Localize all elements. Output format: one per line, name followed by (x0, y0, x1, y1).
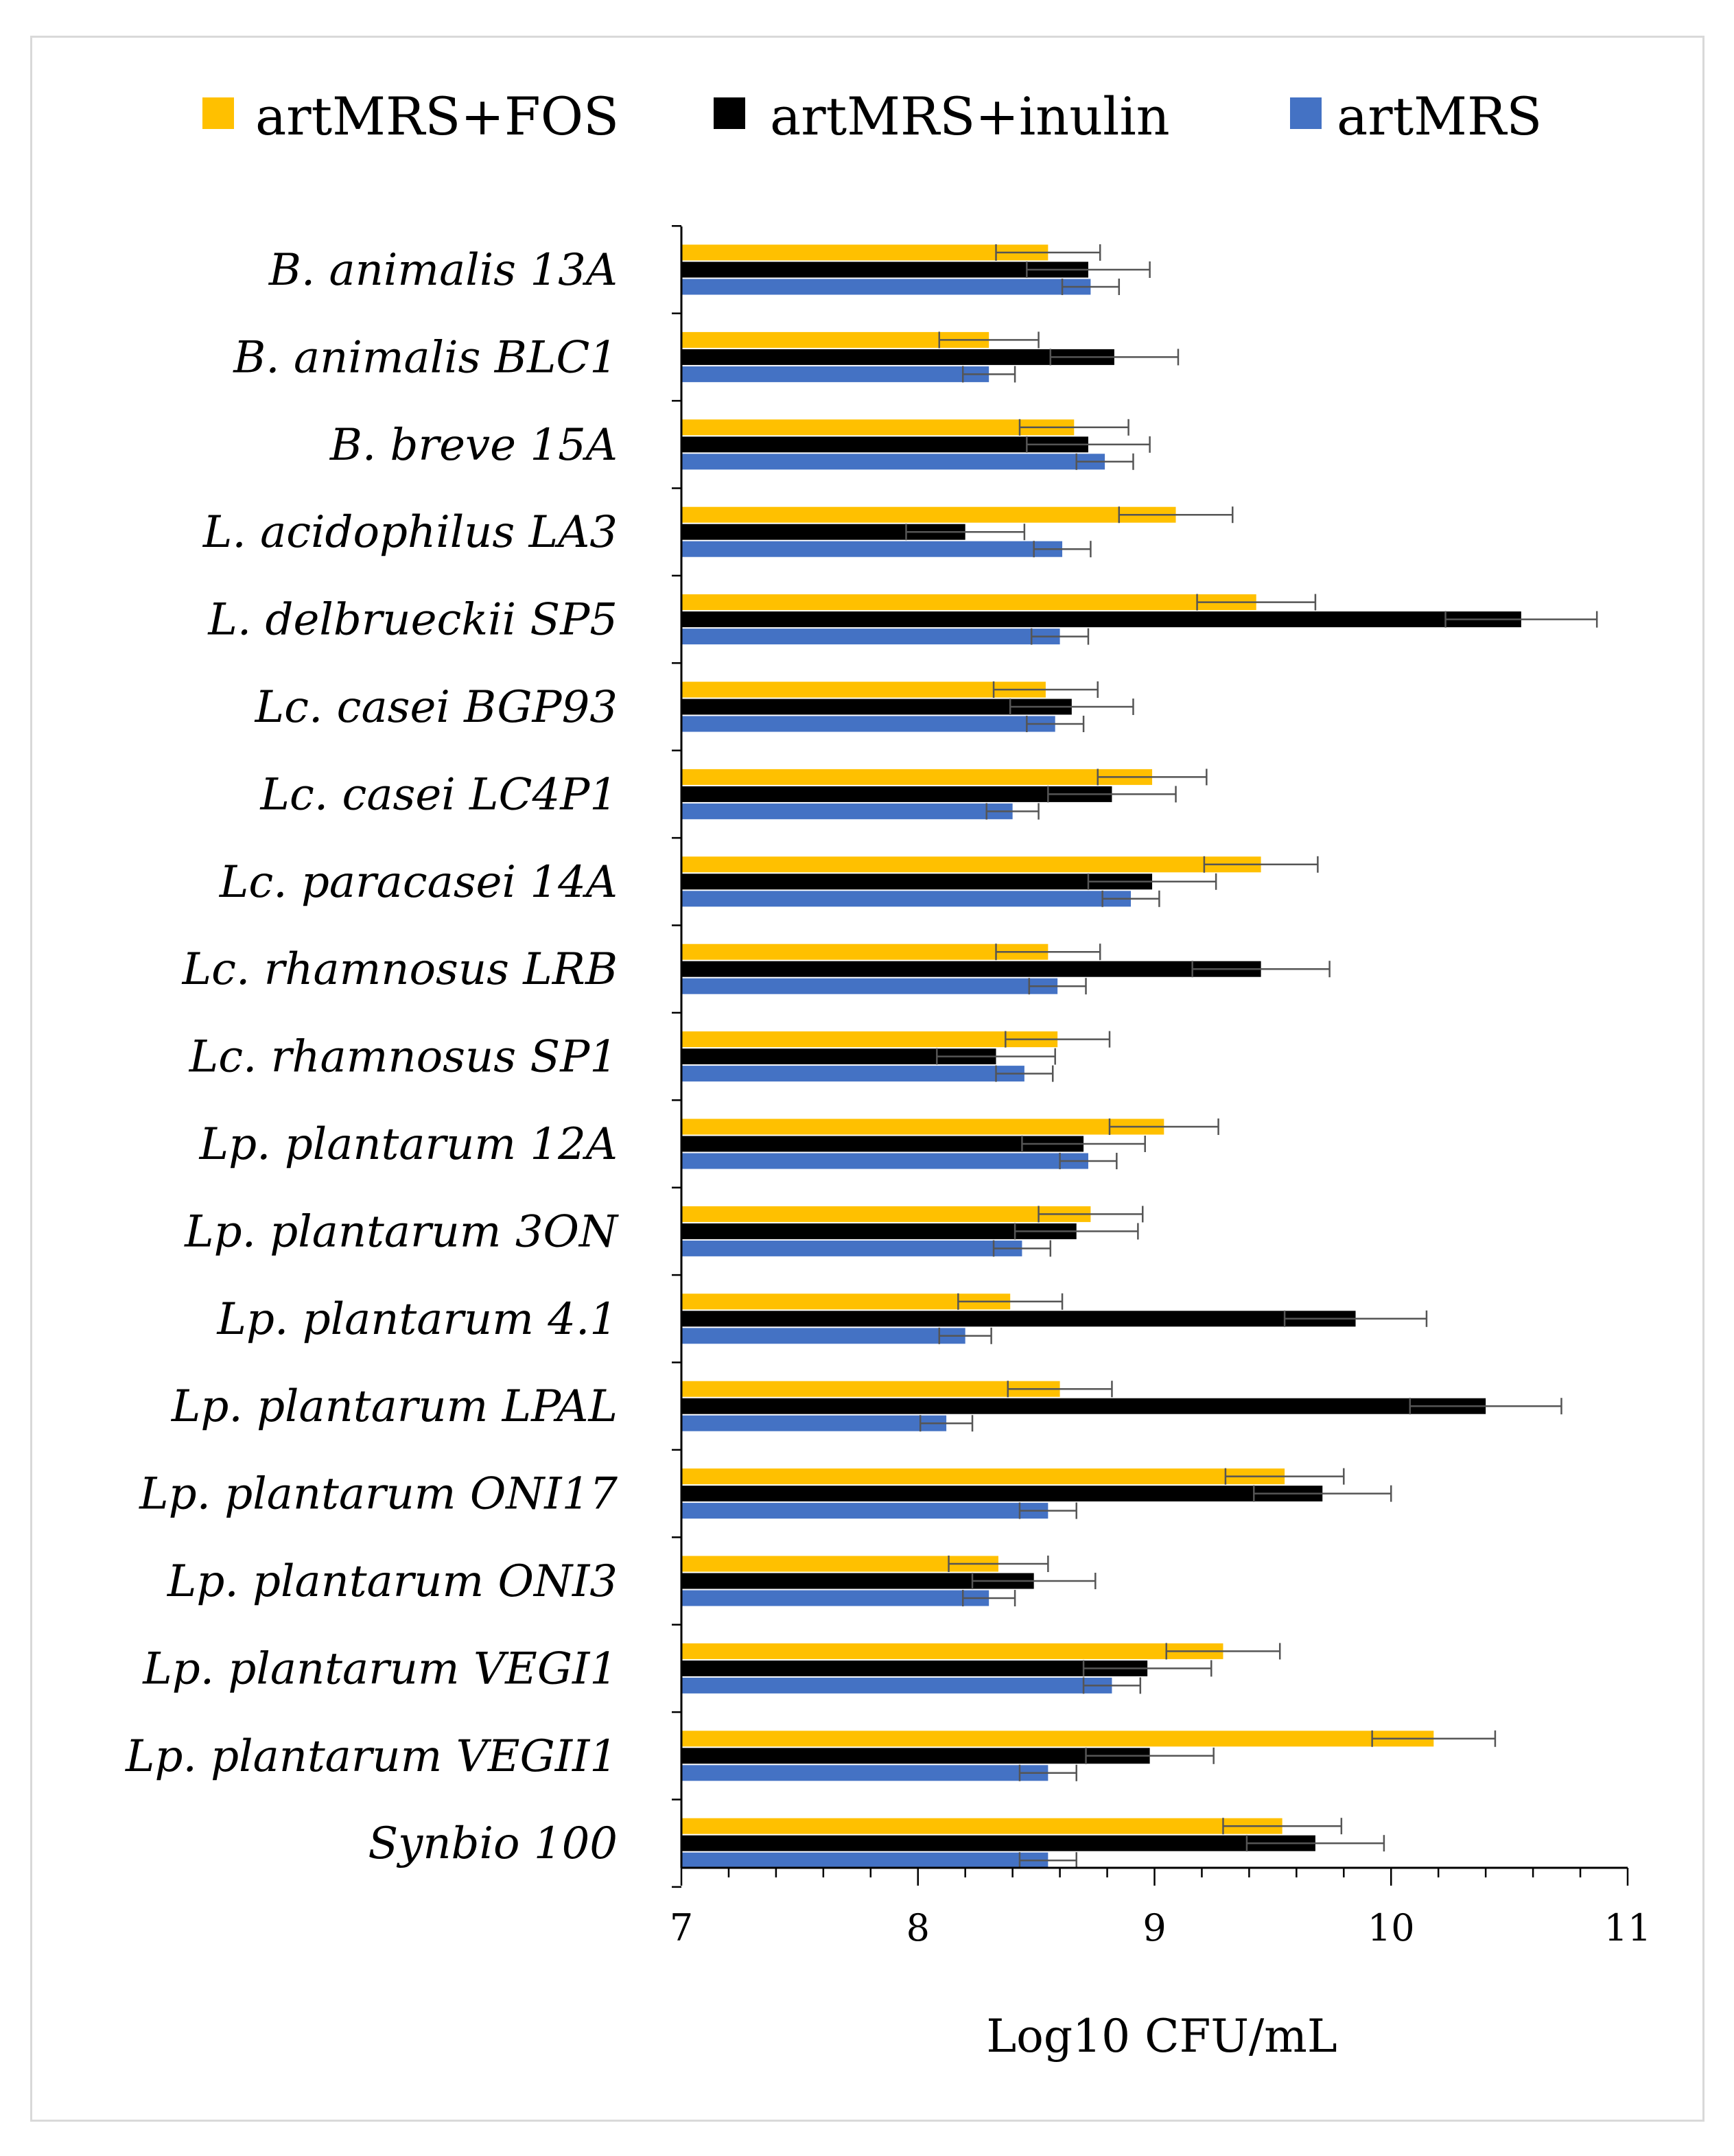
bar-artmrs-lp-plantarum-oni3 (681, 1590, 989, 1606)
category-label-lc-rhamnosus-lrb: Lc. rhamnosus LRB (182, 944, 618, 995)
bar-artmrs-l-delbrueckii-sp5 (681, 629, 1060, 645)
bar-artmrs-fos-l-acidophilus-la3 (681, 506, 1176, 523)
bar-artmrs-inulin-lp-plantarum-3on (681, 1223, 1077, 1239)
legend-swatch-artmrs (1290, 97, 1322, 129)
category-label-b-animalis-blc1: B. animalis BLC1 (233, 332, 618, 383)
category-label-lp-plantarum-oni17: Lp. plantarum ONI17 (139, 1469, 618, 1520)
legend-label-artmrs-fos: artMRS+FOS (255, 86, 619, 147)
bar-artmrs-lc-casei-bgp93 (681, 716, 1055, 732)
category-label-b-animalis-13a: B. animalis 13A (268, 245, 618, 296)
x-tick-label-11: 11 (1604, 1906, 1652, 1949)
bar-artmrs-b-breve-15a (681, 454, 1105, 470)
bar-artmrs-fos-l-delbrueckii-sp5 (681, 594, 1256, 611)
error-bars-layer (905, 244, 1598, 1869)
bar-artmrs-lc-rhamnosus-lrb (681, 978, 1058, 994)
category-labels: B. animalis 13A B. animalis BLC1 B. breve … (125, 245, 619, 1869)
category-label-lc-casei-lc4p1: Lc. casei LC4P1 (259, 769, 618, 820)
category-label-lc-casei-bgp93: Lc. casei BGP93 (255, 682, 618, 733)
bar-artmrs-fos-lp-plantarum-3on (681, 1206, 1091, 1222)
category-label-synbio-100: Synbio 100 (368, 1818, 618, 1869)
bar-artmrs-fos-lc-casei-lc4p1 (681, 769, 1153, 785)
bar-artmrs-inulin-lp-plantarum-lpal (681, 1398, 1486, 1414)
bar-artmrs-inulin-lc-paracasei-14a (681, 874, 1153, 890)
bar-artmrs-fos-lp-plantarum-12a (681, 1118, 1164, 1135)
legend-swatch-artmrs-fos (202, 97, 234, 129)
bar-artmrs-lc-paracasei-14a (681, 891, 1132, 907)
category-label-lp-plantarum-vegii1: Lp. plantarum VEGII1 (125, 1731, 618, 1782)
category-label-lp-plantarum-12a: Lp. plantarum 12A (199, 1119, 618, 1170)
bar-artmrs-inulin-lp-plantarum-oni17 (681, 1486, 1323, 1502)
bar-artmrs-lp-plantarum-4-1 (681, 1328, 965, 1344)
category-label-l-acidophilus-la3: L. acidophilus LA3 (202, 507, 618, 558)
bar-artmrs-fos-b-animalis-blc1 (681, 331, 989, 348)
bar-artmrs-inulin-lp-plantarum-vegii1 (681, 1748, 1150, 1764)
x-tick-label-10: 10 (1368, 1906, 1415, 1949)
bar-artmrs-lp-plantarum-lpal (681, 1415, 947, 1431)
legend-swatch-artmrs-inulin (714, 97, 745, 129)
bar-artmrs-lp-plantarum-vegi1 (681, 1677, 1112, 1694)
bar-artmrs-lc-rhamnosus-sp1 (681, 1066, 1024, 1082)
category-label-l-delbrueckii-sp5: L. delbrueckii SP5 (207, 595, 618, 646)
category-label-lp-plantarum-vegi1: Lp. plantarum VEGI1 (142, 1643, 618, 1694)
bar-artmrs-lp-plantarum-oni17 (681, 1503, 1048, 1519)
bar-artmrs-fos-lc-rhamnosus-sp1 (681, 1031, 1058, 1048)
bar-artmrs-inulin-l-acidophilus-la3 (681, 524, 965, 540)
bar-artmrs-fos-lc-casei-bgp93 (681, 681, 1046, 698)
bar-artmrs-inulin-lc-casei-lc4p1 (681, 786, 1112, 802)
bar-artmrs-inulin-b-animalis-13a (681, 261, 1088, 278)
category-label-b-breve-15a: B. breve 15A (329, 420, 618, 471)
bars-layer (681, 244, 1521, 1868)
bar-artmrs-b-animalis-13a (681, 279, 1091, 295)
bar-artmrs-inulin-lp-plantarum-oni3 (681, 1573, 1034, 1589)
bar-artmrs-lp-plantarum-3on (681, 1240, 1022, 1256)
category-label-lc-paracasei-14a: Lc. paracasei 14A (219, 857, 618, 908)
legend-label-artmrs-inulin: artMRS+inulin (770, 86, 1170, 147)
bar-artmrs-inulin-lc-rhamnosus-lrb (681, 961, 1261, 977)
bar-artmrs-inulin-lp-plantarum-12a (681, 1136, 1084, 1152)
bar-artmrs-l-acidophilus-la3 (681, 541, 1063, 557)
bar-artmrs-lp-plantarum-12a (681, 1153, 1088, 1169)
bar-artmrs-inulin-lp-plantarum-4-1 (681, 1311, 1356, 1327)
bar-artmrs-inulin-l-delbrueckii-sp5 (681, 611, 1521, 628)
bar-artmrs-b-animalis-blc1 (681, 366, 989, 382)
category-label-lp-plantarum-oni3: Lp. plantarum ONI3 (167, 1556, 618, 1607)
axes-layer (672, 225, 1629, 1888)
bar-artmrs-fos-lp-plantarum-oni3 (681, 1556, 998, 1572)
bar-artmrs-fos-lp-plantarum-4-1 (681, 1293, 1011, 1310)
bar-artmrs-lc-casei-lc4p1 (681, 803, 1013, 819)
bar-artmrs-inulin-synbio-100 (681, 1835, 1315, 1851)
legend-label-artmrs: artMRS (1337, 86, 1542, 147)
legend: artMRS+FOS artMRS+inulin artMRS (202, 86, 1542, 147)
bar-artmrs-inulin-b-animalis-blc1 (681, 349, 1114, 365)
category-label-lp-plantarum-4-1: Lp. plantarum 4.1 (217, 1294, 618, 1345)
bar-artmrs-fos-lc-rhamnosus-lrb (681, 944, 1048, 960)
bar-artmrs-fos-lp-plantarum-lpal (681, 1381, 1060, 1397)
bar-artmrs-fos-b-breve-15a (681, 419, 1075, 436)
bar-artmrs-inulin-lp-plantarum-vegi1 (681, 1660, 1148, 1676)
bar-artmrs-fos-b-animalis-13a (681, 244, 1048, 261)
x-tick-label-8: 8 (906, 1906, 930, 1949)
bar-artmrs-inulin-lc-rhamnosus-sp1 (681, 1048, 996, 1065)
bar-artmrs-fos-lp-plantarum-vegii1 (681, 1731, 1434, 1747)
category-label-lp-plantarum-lpal: Lp. plantarum LPAL (171, 1381, 618, 1432)
x-tick-label-7: 7 (670, 1906, 693, 1949)
bar-artmrs-fos-synbio-100 (681, 1818, 1282, 1834)
bar-artmrs-fos-lp-plantarum-oni17 (681, 1468, 1285, 1485)
bar-artmrs-inulin-lc-casei-bgp93 (681, 699, 1072, 715)
bar-artmrs-inulin-b-breve-15a (681, 436, 1088, 453)
bar-artmrs-fos-lc-paracasei-14a (681, 856, 1261, 873)
x-axis-title: Log10 CFU/mL (986, 2010, 1337, 2063)
x-tick-label-9: 9 (1143, 1906, 1166, 1949)
category-label-lp-plantarum-3on: Lp. plantarum 3ON (184, 1206, 619, 1257)
x-tick-labels: 7 8 9 10 11 (670, 1906, 1652, 1949)
bar-artmrs-synbio-100 (681, 1852, 1048, 1868)
bar-artmrs-fos-lp-plantarum-vegi1 (681, 1643, 1223, 1659)
bar-artmrs-lp-plantarum-vegii1 (681, 1765, 1048, 1781)
category-label-lc-rhamnosus-sp1: Lc. rhamnosus SP1 (189, 1032, 618, 1083)
